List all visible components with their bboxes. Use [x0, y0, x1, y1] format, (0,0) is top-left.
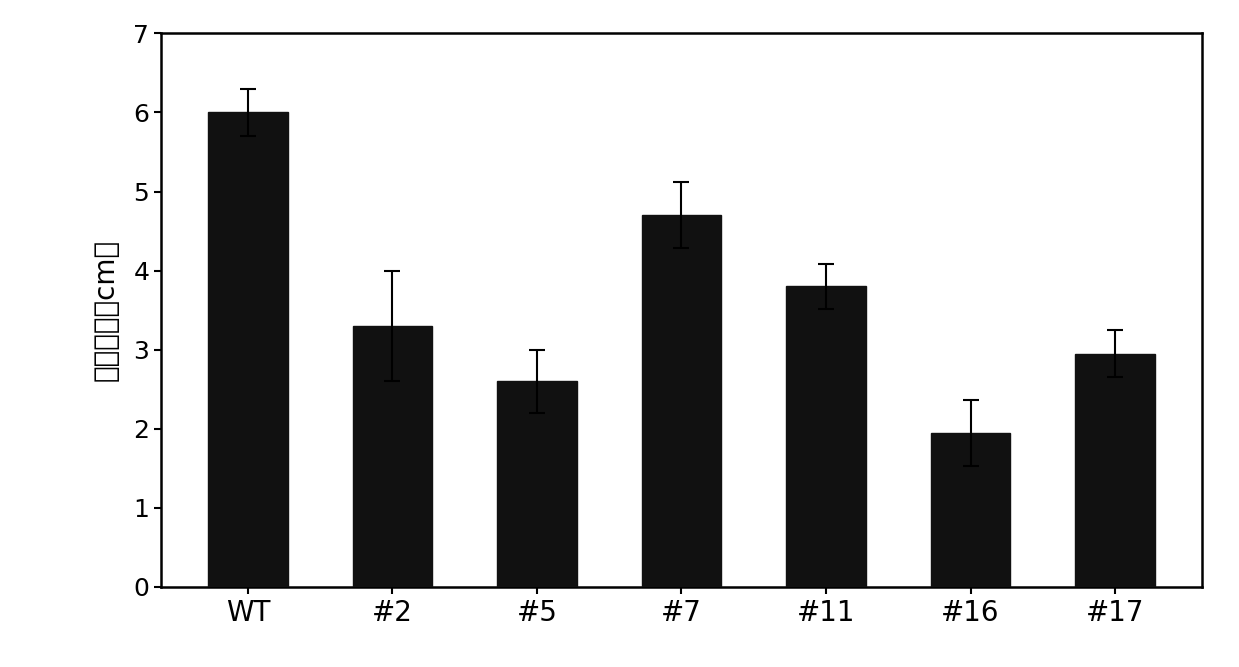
Bar	[1075, 354, 1155, 587]
Bar	[208, 113, 287, 587]
Bar	[930, 433, 1010, 587]
Bar	[497, 382, 576, 587]
Y-axis label: 病斑长度（cm）: 病斑长度（cm）	[92, 239, 119, 382]
Bar	[642, 215, 721, 587]
Bar	[787, 286, 866, 587]
Bar	[353, 326, 432, 587]
